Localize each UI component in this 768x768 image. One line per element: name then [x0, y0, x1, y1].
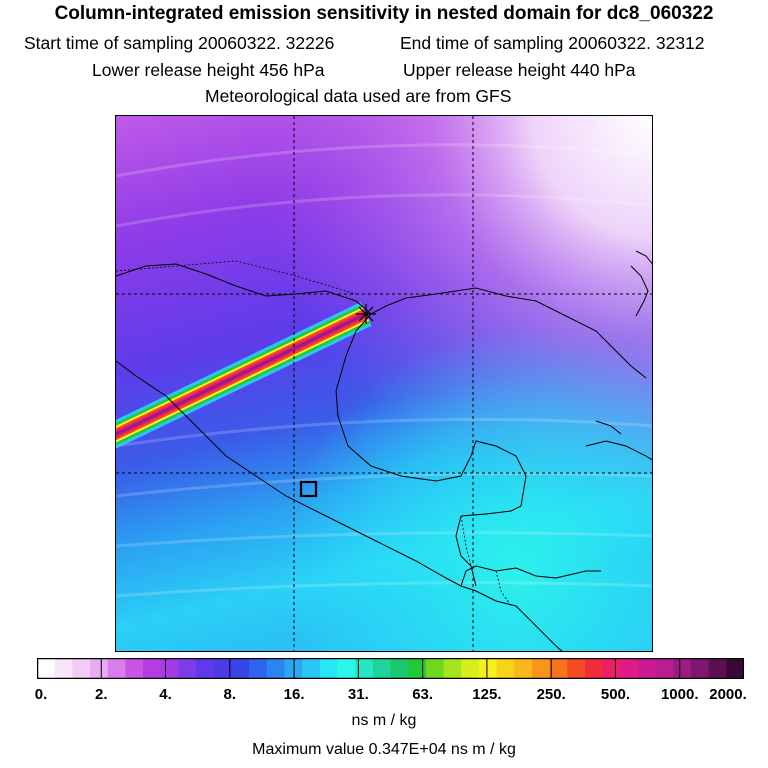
colorbar-swatch: [620, 658, 639, 679]
colorbar-swatch: [178, 658, 197, 679]
plume-track: [116, 302, 372, 449]
colorbar-swatch: [531, 658, 551, 679]
colorbar-swatch: [284, 658, 303, 679]
upper-height-label: Upper release height 440 hPa: [403, 60, 636, 80]
colorbar-swatch: [390, 658, 409, 679]
coastlines: [116, 250, 652, 651]
lower-height-label: Lower release height 456 hPa: [92, 60, 325, 80]
colorbar-swatch: [90, 658, 109, 679]
maximum-value-label: Maximum value 0.347E+04 ns m / kg: [252, 741, 516, 758]
colorbar-swatch: [37, 658, 56, 679]
colorbar-swatch: [708, 658, 727, 679]
sensitivity-map: [115, 115, 653, 652]
colorbar-swatch: [231, 658, 250, 679]
colorbar-tick-label: 63.: [412, 686, 434, 703]
colorbar-swatch: [443, 658, 462, 679]
colorbar-swatch: [213, 658, 232, 679]
colorbar-tick-label: 16.: [283, 686, 305, 703]
colorbar-swatch: [196, 658, 215, 679]
colorbar-swatch: [302, 658, 321, 679]
colorbar-swatch: [637, 658, 657, 679]
colorbar: [36, 657, 745, 680]
colorbar-swatch: [143, 658, 162, 679]
colorbar-tick-label: 4.: [159, 686, 172, 703]
colorbar-swatches: [36, 657, 745, 680]
colorbar-unit: ns m / kg: [351, 712, 417, 729]
colorbar-tick-label: 0.: [34, 686, 48, 703]
colorbar-tick-label: 31.: [347, 686, 369, 703]
colorbar-swatch: [549, 658, 568, 679]
field-texture: [116, 143, 652, 598]
colorbar-swatch: [425, 658, 445, 679]
colorbar-tick-label: 2.: [95, 686, 108, 703]
colorbar-swatch: [266, 658, 285, 679]
colorbar-tick-label: 2000.: [709, 686, 747, 703]
colorbar-swatch: [602, 658, 621, 679]
colorbar-swatch: [514, 658, 533, 679]
colorbar-swatch: [54, 658, 73, 679]
colorbar-tick-label: 8.: [223, 686, 237, 703]
colorbar-swatch: [461, 658, 480, 679]
colorbar-swatch: [673, 658, 692, 679]
met-data-label: Meteorological data used are from GFS: [205, 86, 512, 106]
colorbar-swatch: [372, 658, 391, 679]
colorbar-swatch: [72, 658, 91, 679]
colorbar-swatch: [355, 658, 374, 679]
colorbar-swatch: [249, 658, 268, 679]
colorbar-swatch: [584, 658, 604, 679]
colorbar-swatch: [160, 658, 179, 679]
release-point-marker: [356, 304, 376, 324]
colorbar-swatch: [408, 658, 427, 679]
end-time-label: End time of sampling 20060322. 32312: [400, 33, 705, 53]
colorbar-swatch: [690, 658, 710, 679]
colorbar-swatch: [478, 658, 498, 679]
colorbar-swatch: [655, 658, 674, 679]
colorbar-swatch: [319, 658, 338, 679]
page-title: Column-integrated emission sensitivity i…: [54, 3, 714, 24]
colorbar-swatch: [337, 658, 356, 679]
colorbar-swatch: [125, 658, 144, 679]
colorbar-tick-label: 1000.: [660, 686, 699, 703]
colorbar-border: [36, 657, 745, 680]
colorbar-tick-label: 250.: [536, 686, 566, 703]
receptor-box: [299, 480, 318, 498]
colorbar-swatch: [107, 658, 126, 679]
colorbar-swatch: [496, 658, 515, 679]
start-time-label: Start time of sampling 20060322. 32226: [24, 33, 335, 53]
country-borders: [116, 260, 512, 607]
colorbar-swatch: [567, 658, 586, 679]
colorbar-tick-label: 125.: [472, 686, 502, 703]
colorbar-swatch: [726, 658, 745, 679]
colorbar-tick-label: 500.: [600, 686, 631, 703]
